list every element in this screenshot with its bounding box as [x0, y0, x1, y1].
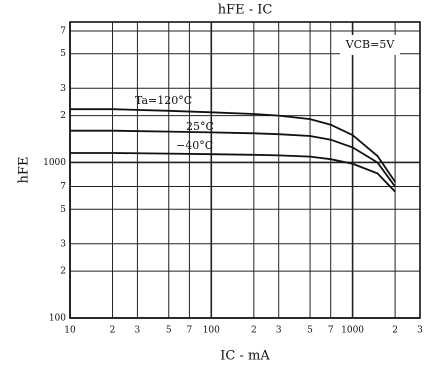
series-line — [70, 129, 396, 188]
x-axis-label: IC - mA — [220, 349, 270, 364]
x-tick-label: 3 — [417, 326, 423, 336]
x-tick-label: 3 — [135, 326, 141, 336]
annotation: −40°C — [176, 139, 213, 152]
annotation-box — [340, 35, 400, 55]
x-tick-label: 7 — [328, 326, 334, 336]
y-tick-label: 100 — [49, 314, 66, 324]
x-tick-label: 3 — [276, 326, 282, 336]
y-axis-label: hFE — [17, 157, 32, 184]
y-tick-label: 5 — [60, 49, 66, 59]
y-tick-label: 2 — [60, 267, 66, 277]
y-tick-label: 5 — [60, 205, 66, 215]
series-line — [70, 108, 396, 183]
x-tick-label: 100 — [203, 326, 220, 336]
y-tick-label: 3 — [60, 239, 66, 249]
plot-frame — [69, 21, 421, 319]
x-tick-label: 7 — [187, 326, 193, 336]
x-tick-label: 5 — [307, 326, 313, 336]
x-tick-label: 10 — [64, 326, 76, 336]
x-tick-label: 2 — [251, 326, 257, 336]
chart-title: hFE - IC — [218, 3, 273, 18]
y-tick-label: 2 — [60, 111, 66, 121]
y-tick-label: 7 — [60, 27, 66, 37]
x-tick-label: 5 — [166, 326, 172, 336]
y-tick-label: 1000 — [43, 158, 66, 168]
y-tick-label: 7 — [60, 182, 66, 192]
annotation: 25°C — [186, 120, 214, 133]
series-line — [70, 152, 396, 193]
y-tick-label: 3 — [60, 84, 66, 94]
x-tick-label: 2 — [392, 326, 398, 336]
annotation: VCB=5V — [345, 38, 396, 51]
annotation: Ta=120°C — [135, 94, 192, 107]
x-tick-label: 2 — [110, 326, 116, 336]
x-tick-label: 1000 — [341, 326, 364, 336]
